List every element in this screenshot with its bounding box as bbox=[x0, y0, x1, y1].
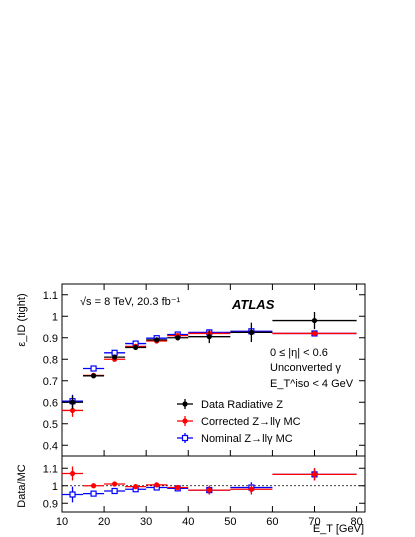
legend-label: Corrected Z→llγ MC bbox=[201, 416, 301, 428]
data-point bbox=[90, 365, 97, 372]
data-point bbox=[311, 317, 318, 324]
data-point bbox=[112, 481, 118, 487]
data-point bbox=[90, 490, 97, 497]
legend: Data Radiative Z Corrected Z→llγ MC Nomina… bbox=[177, 399, 301, 445]
data-point bbox=[248, 486, 254, 492]
ratio-y-axis-label: Data/MC bbox=[16, 464, 28, 507]
efficiency-panel: 0.4 0.5 0.6 0.7 0.8 0.9 1 1.1 ε_ID (tight) √s =… bbox=[16, 283, 366, 457]
data-point bbox=[69, 407, 76, 414]
ratio-series-1 bbox=[62, 466, 357, 495]
data-point bbox=[311, 330, 318, 337]
data-point bbox=[175, 335, 181, 341]
data-point bbox=[133, 344, 139, 351]
data-point bbox=[154, 482, 160, 488]
y-tick-label: 0.6 bbox=[43, 397, 58, 409]
y-tick-label: 0.7 bbox=[43, 376, 58, 388]
data-point bbox=[154, 337, 160, 343]
data-point bbox=[311, 471, 318, 477]
x-tick-label: 70 bbox=[308, 516, 320, 528]
x-tick-label: 20 bbox=[98, 516, 110, 528]
eta-region-label: 0 ≤ |η| < 0.6 bbox=[270, 347, 328, 359]
data-point bbox=[69, 399, 76, 405]
legend-marker bbox=[182, 401, 188, 407]
ratio-panel-frame bbox=[61, 455, 366, 513]
data-point bbox=[206, 334, 212, 340]
atlas-label: ATLAS bbox=[231, 297, 275, 312]
data-point bbox=[90, 483, 97, 489]
x-tick-label: 10 bbox=[56, 516, 68, 528]
x-tick-label: 60 bbox=[266, 516, 278, 528]
ratio-panel: 0.9 1 1.1 10 20 30 40 50 60 70 80 Data/MC E_T [GeV… bbox=[16, 455, 366, 535]
y-tick-label: 0.9 bbox=[43, 333, 58, 345]
y-tick-label: 0.4 bbox=[43, 440, 58, 452]
legend-label: Data Radiative Z bbox=[201, 399, 283, 411]
y-tick-label: 0.8 bbox=[43, 354, 58, 366]
data-point bbox=[206, 487, 212, 493]
conversion-label: Unconverted γ bbox=[270, 362, 341, 374]
data-point bbox=[69, 470, 76, 477]
ratio-y-tick-label: 1.1 bbox=[43, 463, 58, 475]
data-point bbox=[111, 487, 118, 495]
efficiency-series-2 bbox=[62, 311, 357, 409]
energy-luminosity-label: √s = 8 TeV, 20.3 fb⁻¹ bbox=[80, 296, 181, 308]
x-tick-label: 40 bbox=[182, 516, 194, 528]
legend-label: Nominal Z→llγ MC bbox=[201, 433, 293, 445]
ratio-y-tick-label: 1 bbox=[52, 481, 58, 493]
x-tick-label: 80 bbox=[350, 516, 362, 528]
data-point bbox=[90, 373, 97, 379]
data-point bbox=[248, 329, 254, 335]
data-point bbox=[69, 491, 76, 498]
y-tick-label: 1 bbox=[52, 311, 58, 323]
legend-marker bbox=[182, 418, 188, 424]
y-tick-label: 1.1 bbox=[43, 290, 58, 302]
data-point bbox=[133, 484, 139, 490]
x-tick-label: 30 bbox=[140, 516, 152, 528]
x-axis-label: E_T [GeV] bbox=[313, 523, 364, 535]
legend-marker bbox=[181, 434, 189, 442]
x-tick-label: 50 bbox=[224, 516, 236, 528]
isolation-label: E_T^iso < 4 GeV bbox=[270, 378, 354, 390]
y-tick-label: 0.5 bbox=[43, 419, 58, 431]
ratio-y-tick-label: 0.9 bbox=[43, 498, 58, 510]
data-point bbox=[112, 354, 118, 360]
y-axis-label: ε_ID (tight) bbox=[16, 293, 28, 346]
data-point bbox=[175, 484, 181, 491]
